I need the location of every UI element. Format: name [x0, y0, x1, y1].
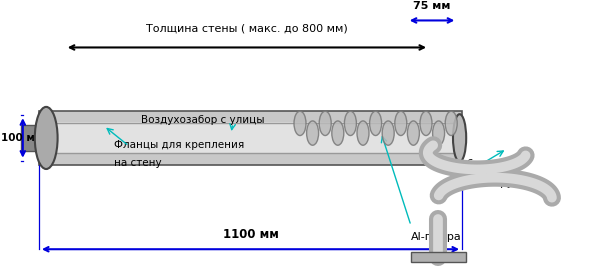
Ellipse shape [382, 121, 394, 145]
Ellipse shape [319, 111, 331, 135]
Bar [21, 125, 39, 151]
Ellipse shape [332, 121, 344, 145]
Text: Толщина стены ( макс. до 800 мм): Толщина стены ( макс. до 800 мм) [146, 23, 348, 34]
Bar [411, 252, 466, 262]
Ellipse shape [420, 111, 432, 135]
Ellipse shape [294, 111, 306, 135]
Ellipse shape [370, 111, 382, 135]
Ellipse shape [357, 121, 369, 145]
Ellipse shape [344, 111, 356, 135]
Ellipse shape [307, 121, 319, 145]
Bar [51, 122, 450, 133]
Text: Al-гофра: Al-гофра [411, 232, 462, 242]
Text: 75 мм: 75 мм [413, 1, 451, 11]
Text: 100 мм: 100 мм [1, 133, 43, 143]
Text: Фланцы для крепления: Фланцы для крепления [114, 140, 244, 150]
Text: Воздухозабор с улицы: Воздухозабор с улицы [141, 115, 265, 125]
Ellipse shape [35, 107, 58, 169]
Bar [45, 123, 456, 153]
Text: выхлоп. труба: выхлоп. труба [447, 178, 526, 188]
Ellipse shape [453, 114, 466, 162]
Text: на стену: на стену [114, 158, 161, 168]
Text: S- образная: S- образная [447, 159, 512, 169]
Ellipse shape [395, 111, 407, 135]
Ellipse shape [433, 121, 445, 145]
Text: 1100 мм: 1100 мм [223, 228, 278, 241]
Bar [39, 111, 462, 165]
Ellipse shape [445, 111, 457, 135]
Ellipse shape [407, 121, 419, 145]
